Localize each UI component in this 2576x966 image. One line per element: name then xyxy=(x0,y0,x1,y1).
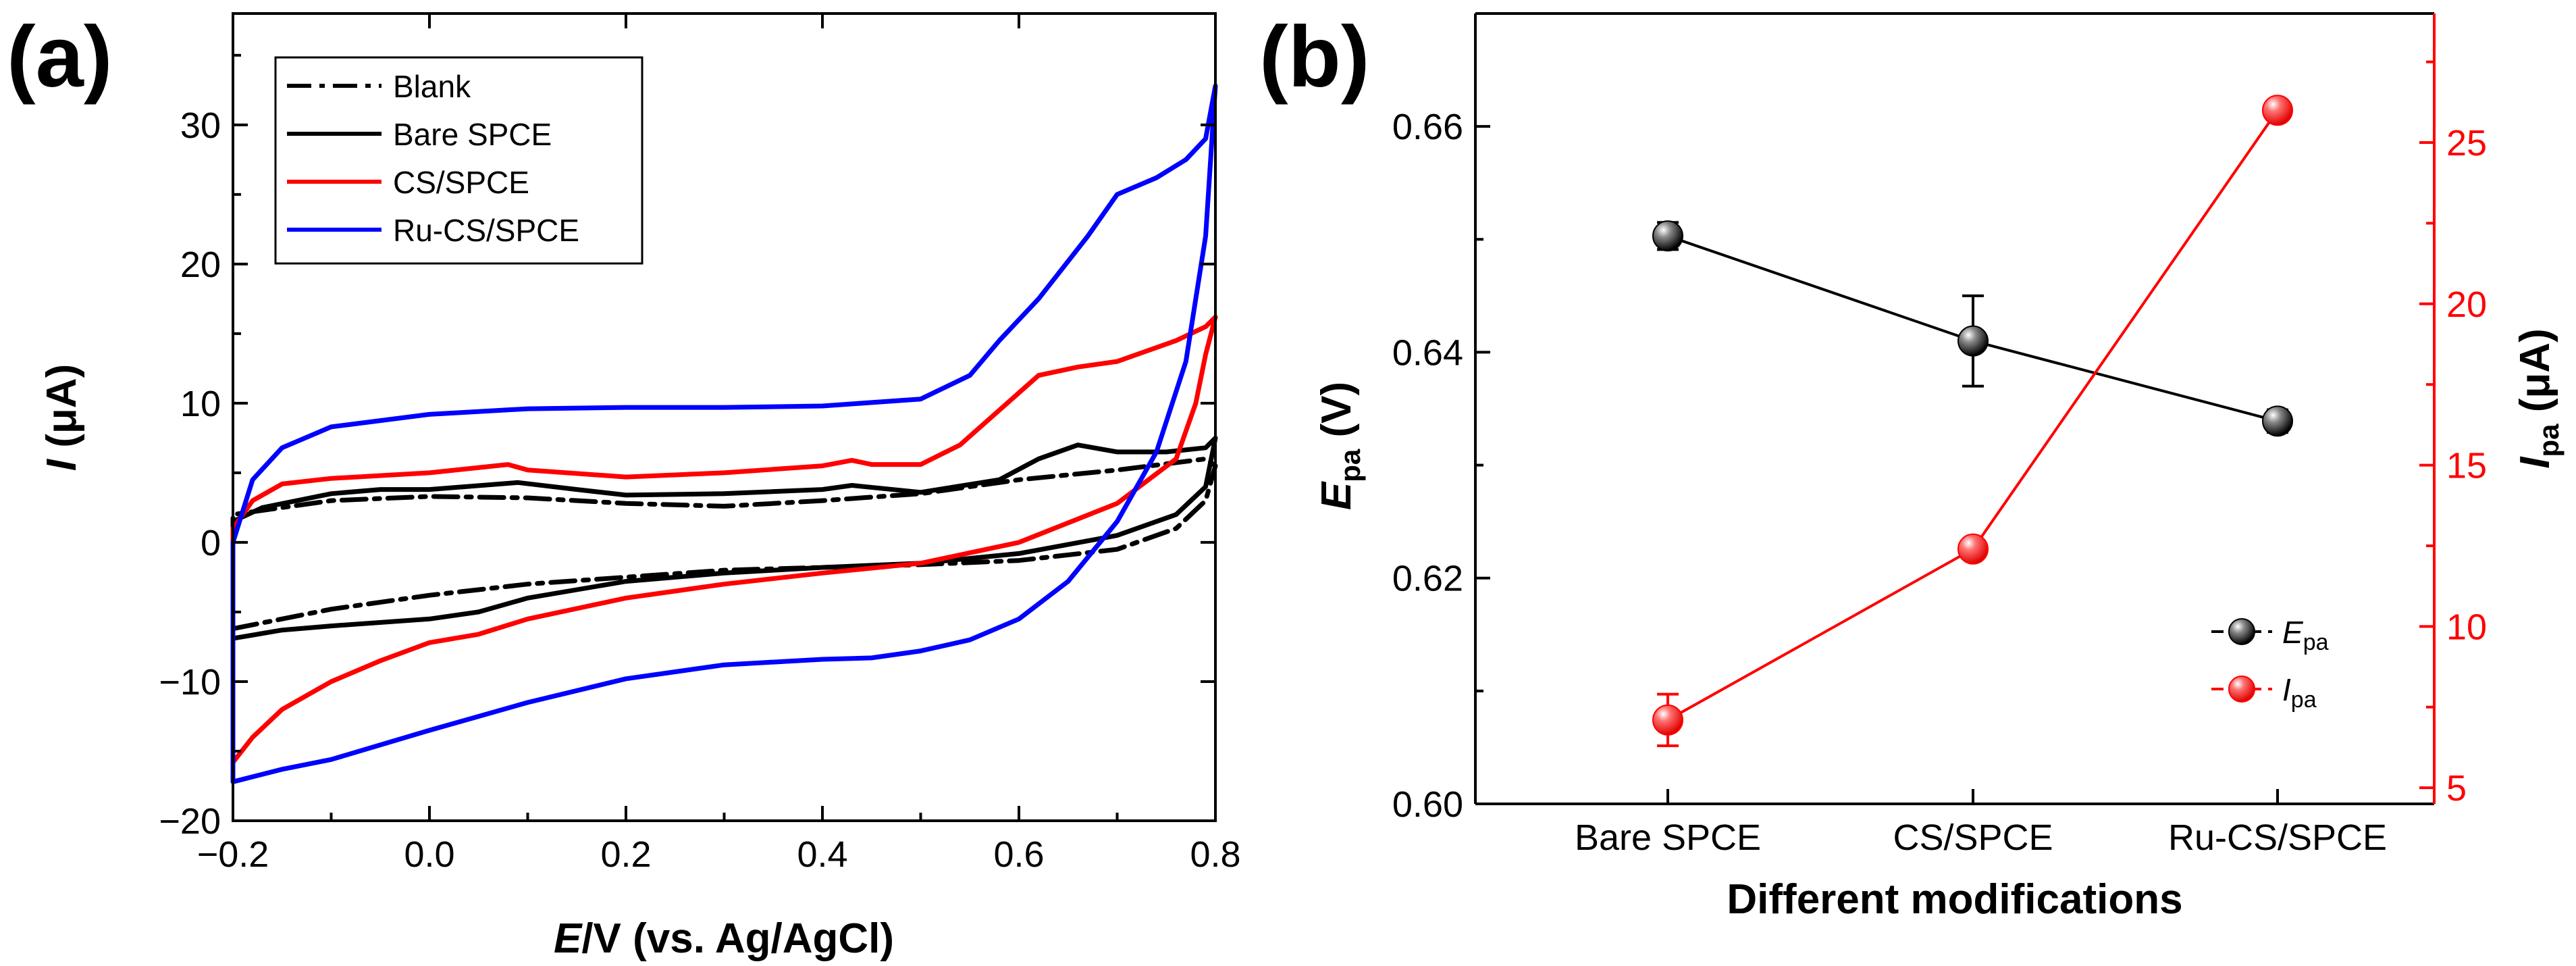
left-y-tick-label: 0.66 xyxy=(1392,107,1463,147)
panel-b-left-y-axis-title: Epa (V) xyxy=(1313,382,1366,510)
legend-item-ipa: Ipa xyxy=(2211,672,2317,713)
legend-item-blank: Blank xyxy=(287,69,471,104)
legend-label-bare-spce: Bare SPCE xyxy=(393,117,552,152)
panel-b: (b) Bare SPCE CS/SPCE Ru-CS/SPCE 0.600.620… xyxy=(1259,9,2565,923)
panel-b-series-lines xyxy=(1667,109,2279,721)
data-point-epa xyxy=(2262,405,2293,437)
data-point-ipa xyxy=(1652,704,1683,736)
legend-label-cs-spce: CS/SPCE xyxy=(393,165,529,200)
panel-a-label: (a) xyxy=(7,9,112,105)
y-tick-label: 0 xyxy=(201,523,221,563)
series-curve-cs-spce xyxy=(230,314,1218,765)
panel-b-error-bars xyxy=(1657,99,2288,748)
x-tick-label: 0.8 xyxy=(1190,834,1240,875)
left-y-tick-label: 0.64 xyxy=(1392,332,1463,373)
panel-b-x-axis-title: Different modifications xyxy=(1727,876,2182,923)
panel-a-y-ticks: −20 −10 0 10 20 30 xyxy=(159,53,1215,842)
y-tick-label: −10 xyxy=(159,662,221,703)
series-curve-ru-cs-spce xyxy=(230,83,1218,784)
right-y-tick-label: 5 xyxy=(2446,768,2467,809)
panel-b-markers xyxy=(1652,95,2293,736)
x-tick-label: CS/SPCE xyxy=(1893,817,2053,858)
legend-label-epa: Epa xyxy=(2282,615,2329,655)
legend-item-bare-spce: Bare SPCE xyxy=(287,117,552,152)
panel-a-x-axis-title: E/V (vs. Ag/AgCl) xyxy=(554,915,894,962)
x-tick-label: 0.4 xyxy=(797,834,847,875)
data-point-epa xyxy=(1652,220,1683,252)
panel-b-right-y-axis-title: Ipa (μA) xyxy=(2512,328,2565,468)
y-tick-label: −20 xyxy=(159,801,221,842)
series-curve-bare-spce xyxy=(230,435,1218,641)
data-point-ipa xyxy=(2262,95,2293,126)
right-y-tick-label: 10 xyxy=(2446,607,2487,647)
x-tick-label: Ru-CS/SPCE xyxy=(2168,817,2387,858)
y-tick-label: 30 xyxy=(180,105,221,146)
legend-swatch-epa-marker xyxy=(2228,618,2255,645)
right-y-tick-label: 20 xyxy=(2446,284,2487,325)
data-point-ipa xyxy=(1957,533,1989,565)
x-tick-label: 0.2 xyxy=(600,834,651,875)
legend-label-ipa: Ipa xyxy=(2282,672,2317,713)
legend-swatch-ipa-marker xyxy=(2228,676,2255,703)
x-tick-label: 0.0 xyxy=(404,834,454,875)
panel-a: (a) −0.2 0.0 0.2 0.4 0.6 0.8 −20 −10 0 10 20 30 E/… xyxy=(7,9,1241,962)
legend-item-cs-spce: CS/SPCE xyxy=(287,165,529,200)
legend-label-blank: Blank xyxy=(393,69,471,104)
legend-item-ru-cs-spce: Ru-CS/SPCE xyxy=(287,213,579,248)
data-point-epa xyxy=(1957,325,1989,357)
panel-a-x-ticks: −0.2 0.0 0.2 0.4 0.6 0.8 xyxy=(197,14,1241,875)
right-y-tick-label: 15 xyxy=(2446,446,2487,486)
series-line-ipa xyxy=(1667,109,2279,721)
panel-b-label: (b) xyxy=(1259,9,1369,105)
right-y-tick-label: 25 xyxy=(2446,123,2487,163)
panel-b-legend: Epa Ipa xyxy=(2211,615,2329,713)
legend-item-epa: Epa xyxy=(2211,615,2329,655)
panel-b-x-ticks: Bare SPCE CS/SPCE Ru-CS/SPCE xyxy=(1575,789,2387,858)
y-tick-label: 10 xyxy=(180,384,221,424)
left-y-tick-label: 0.62 xyxy=(1392,559,1463,599)
y-tick-label: 20 xyxy=(180,245,221,285)
left-y-tick-label: 0.60 xyxy=(1392,784,1463,825)
panel-b-left-y-ticks: 0.60 0.62 0.64 0.66 xyxy=(1392,12,1490,825)
panel-b-right-y-ticks: 5 10 15 20 25 xyxy=(2419,60,2487,809)
panel-a-y-axis-title: I (μA) xyxy=(38,364,85,471)
x-tick-label: Bare SPCE xyxy=(1575,817,1761,858)
legend-label-ru-cs-spce: Ru-CS/SPCE xyxy=(393,213,579,248)
x-tick-label: 0.6 xyxy=(993,834,1044,875)
x-tick-label: −0.2 xyxy=(197,834,269,875)
panel-a-legend: Blank Bare SPCE CS/SPCE Ru-CS/SPCE xyxy=(274,56,643,265)
